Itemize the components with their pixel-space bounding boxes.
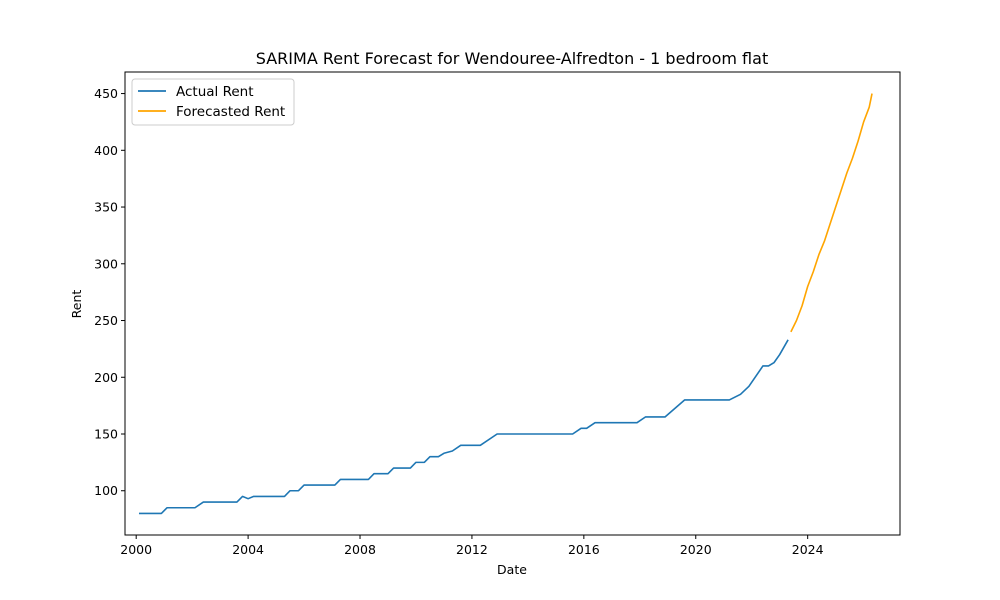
legend-label-forecasted-rent: Forecasted Rent: [176, 104, 285, 120]
x-tick-label: 2024: [792, 542, 824, 557]
legend-box: [131, 78, 295, 126]
y-tick-label: 300: [94, 256, 118, 271]
axes-frame: [124, 71, 901, 536]
legend: Actual Rent Forecasted Rent: [131, 78, 295, 126]
chart-title: SARIMA Rent Forecast for Wendouree-Alfre…: [256, 49, 768, 68]
y-tick-label: 100: [94, 483, 118, 498]
y-tick-label: 450: [94, 86, 118, 101]
x-tick-label: 2000: [120, 542, 152, 557]
y-tick-label: 400: [94, 143, 118, 158]
y-tick-label: 200: [94, 370, 118, 385]
y-axis-label: Rent: [69, 290, 84, 319]
legend-label-actual-rent: Actual Rent: [176, 84, 254, 100]
y-tick-label: 350: [94, 200, 118, 215]
x-tick-label: 2012: [456, 542, 488, 557]
y-tick-label: 250: [94, 313, 118, 328]
plot-area: 2000 2004 2008 2012 2016 2020 2024 100 150 200 250…: [94, 71, 901, 557]
x-tick-label: 2016: [568, 542, 600, 557]
series-line-forecasted-rent: [790, 93, 873, 333]
x-tick-label: 2020: [680, 542, 712, 557]
y-tick-label: 150: [94, 427, 118, 442]
x-tick-label: 2008: [344, 542, 376, 557]
series-line-actual-rent: [138, 339, 789, 515]
x-axis-label: Date: [497, 562, 527, 577]
x-tick-label: 2004: [232, 542, 264, 557]
